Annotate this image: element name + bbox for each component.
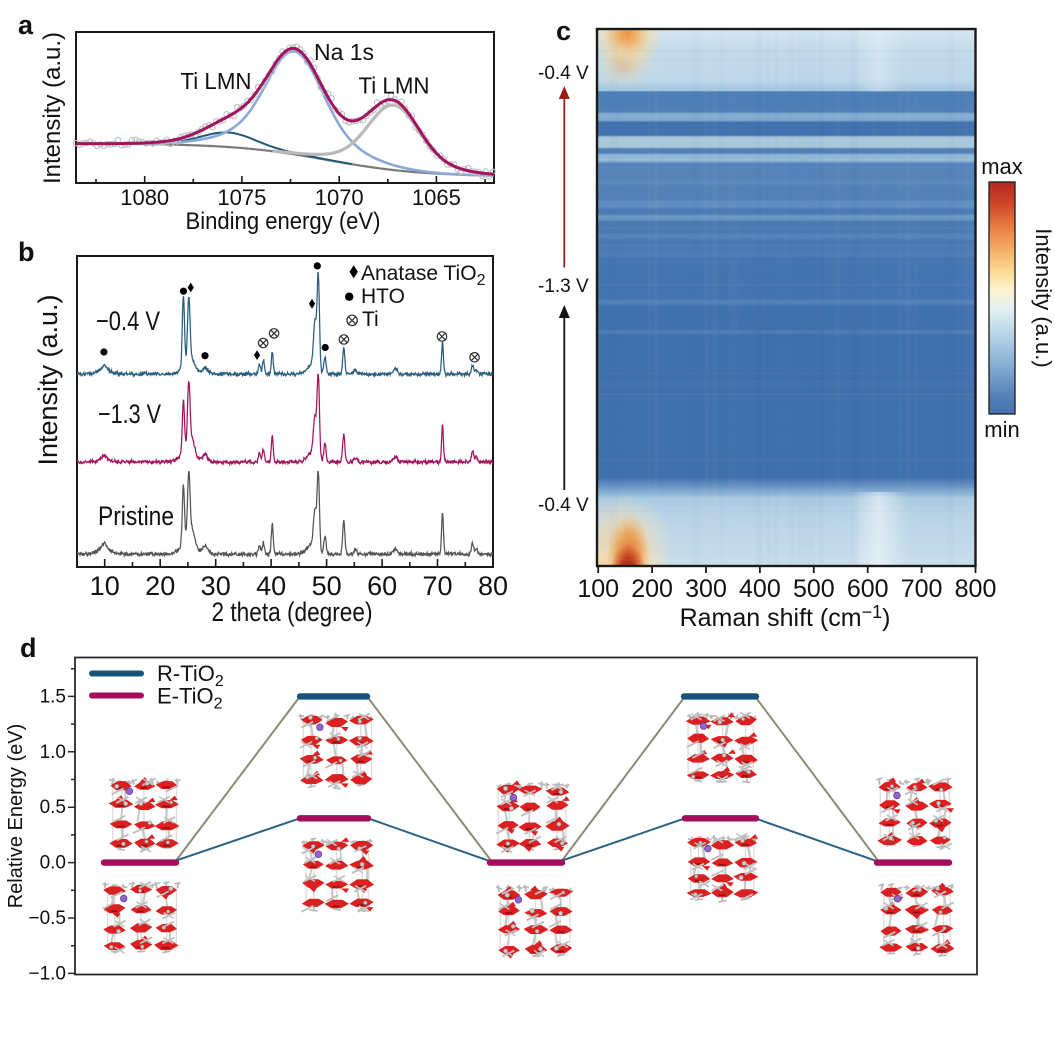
svg-text:−0.5: −0.5 [28, 908, 66, 929]
svg-text:c: c [556, 16, 571, 46]
svg-text:1.0: 1.0 [40, 742, 66, 763]
svg-text:70: 70 [422, 571, 452, 601]
svg-text:a: a [18, 10, 34, 40]
svg-text:−1.3 V: −1.3 V [98, 399, 161, 429]
svg-text:1065: 1065 [412, 185, 461, 210]
svg-text:30: 30 [201, 571, 231, 601]
svg-text:100: 100 [577, 575, 619, 603]
svg-text:Raman shift (cm−1): Raman shift (cm−1) [680, 602, 891, 632]
svg-text:−1.0: −1.0 [28, 963, 66, 984]
svg-text:10: 10 [90, 571, 120, 601]
svg-text:Intensity (a.u.): Intensity (a.u.) [39, 32, 66, 184]
svg-text:1075: 1075 [217, 185, 266, 210]
svg-text:min: min [984, 417, 1019, 442]
svg-text:300: 300 [685, 575, 727, 603]
svg-text:Ti: Ti [362, 308, 379, 331]
svg-text:-0.4 V: -0.4 V [538, 495, 589, 516]
svg-text:1080: 1080 [120, 185, 169, 210]
svg-text:20: 20 [145, 571, 175, 601]
svg-text:50: 50 [312, 571, 342, 601]
svg-text:-1.3 V: -1.3 V [538, 276, 589, 297]
svg-text:Pristine: Pristine [98, 501, 174, 531]
svg-text:800: 800 [955, 575, 997, 603]
svg-text:400: 400 [739, 575, 781, 603]
svg-text:R-TiO2: R-TiO2 [157, 661, 224, 690]
svg-text:60: 60 [367, 571, 397, 601]
svg-text:b: b [18, 237, 35, 267]
svg-text:40: 40 [256, 571, 286, 601]
svg-text:Intensity (a.u.): Intensity (a.u.) [1031, 228, 1055, 367]
svg-text:Ti LMN: Ti LMN [181, 68, 252, 94]
svg-text:1.5: 1.5 [40, 686, 66, 707]
svg-text:d: d [20, 633, 37, 663]
svg-text:Binding energy (eV): Binding energy (eV) [186, 208, 381, 235]
svg-text:Ti LMN: Ti LMN [359, 73, 430, 99]
svg-text:−0.4 V: −0.4 V [96, 306, 160, 336]
svg-text:Relative Energy (eV): Relative Energy (eV) [5, 724, 27, 909]
svg-text:-0.4 V: -0.4 V [538, 63, 589, 84]
svg-text:80: 80 [478, 571, 508, 601]
svg-text:700: 700 [901, 575, 943, 603]
svg-text:0.5: 0.5 [40, 797, 66, 818]
svg-text:200: 200 [631, 575, 673, 603]
svg-text:0.0: 0.0 [40, 853, 66, 874]
svg-text:Anatase TiO2: Anatase TiO2 [361, 262, 486, 289]
svg-text:E-TiO2: E-TiO2 [157, 684, 223, 713]
svg-text:HTO: HTO [361, 285, 405, 308]
svg-text:500: 500 [793, 575, 835, 603]
svg-text:Intensity (a.u.): Intensity (a.u.) [33, 294, 63, 465]
svg-text:1070: 1070 [315, 185, 364, 210]
svg-text:Na 1s: Na 1s [314, 39, 374, 65]
svg-text:max: max [981, 154, 1023, 179]
svg-text:600: 600 [847, 575, 889, 603]
svg-text:2 theta (degree): 2 theta (degree) [212, 597, 373, 627]
